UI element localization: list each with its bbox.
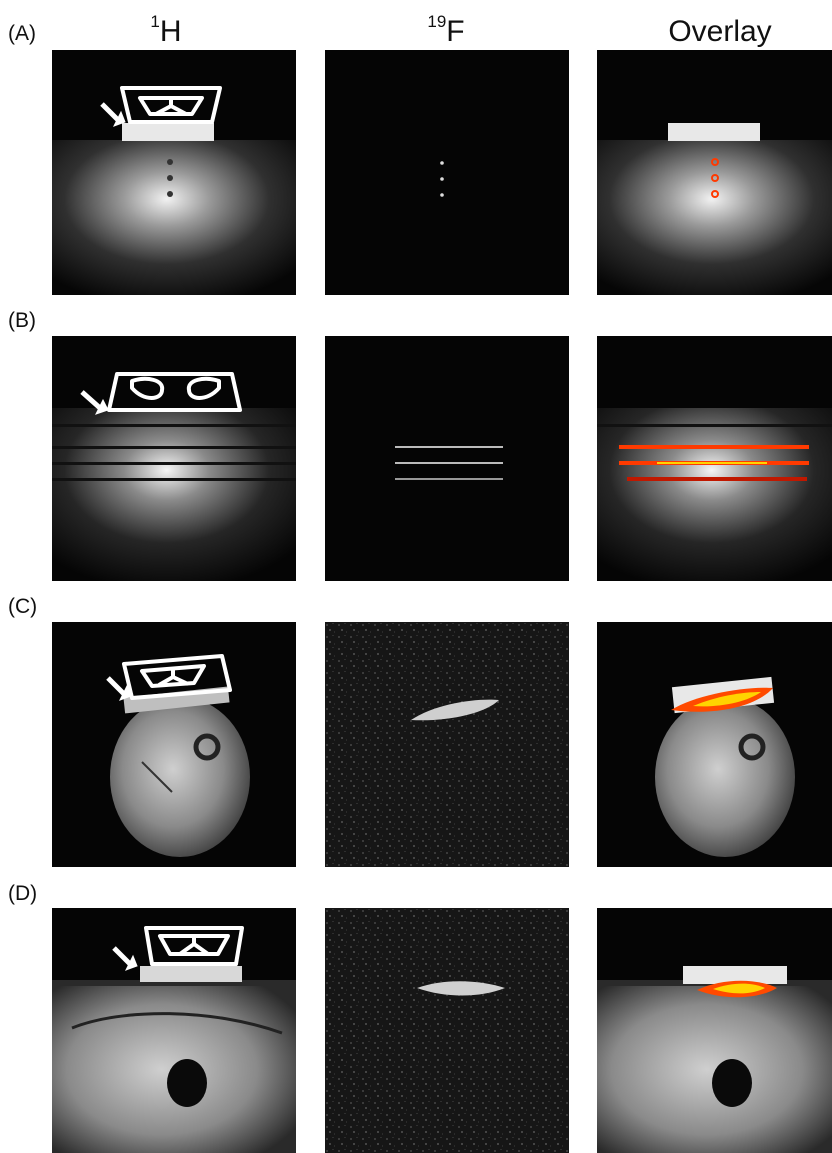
row-label-a: (A) [8, 22, 36, 45]
panel-a-19f [325, 50, 569, 295]
panel-a-overlay [597, 50, 832, 295]
panel-c-overlay [597, 622, 832, 867]
panel-b-19f [325, 336, 569, 581]
header-text: H [159, 15, 182, 48]
panel-c-1h [52, 622, 296, 867]
column-header-overlay: Overlay [620, 12, 820, 49]
column-header-19f: 19F [346, 12, 546, 49]
header-superscript: 1 [150, 12, 160, 31]
panel-d-19f [325, 908, 569, 1153]
panel-a-1h [52, 50, 296, 295]
panel-c-19f [325, 622, 569, 867]
row-label-d: (D) [8, 882, 38, 905]
column-header-1h: 1H [66, 12, 266, 49]
panel-b-overlay [597, 336, 832, 581]
row-label-c: (C) [8, 595, 38, 618]
panel-d-overlay [597, 908, 832, 1153]
header-text: F [446, 15, 465, 48]
panel-d-1h [52, 908, 296, 1153]
row-label-b: (B) [8, 309, 36, 332]
panel-b-1h [52, 336, 296, 581]
header-superscript: 19 [427, 12, 447, 31]
header-text: Overlay [668, 15, 772, 48]
